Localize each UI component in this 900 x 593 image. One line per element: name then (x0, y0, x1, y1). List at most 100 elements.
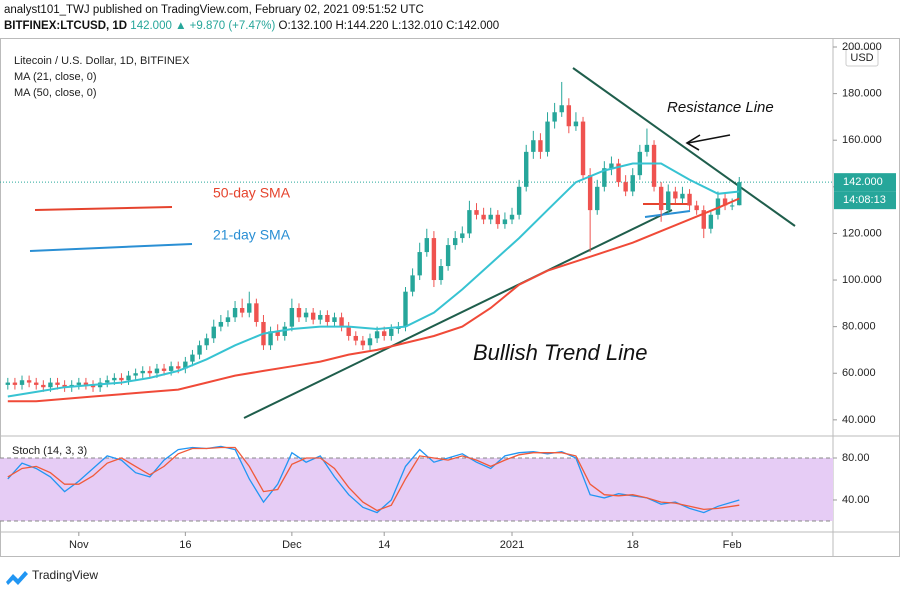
candle-body (339, 317, 344, 327)
candle-body (204, 338, 209, 346)
candle-body (147, 370, 153, 374)
candle-body (55, 382, 60, 385)
candle-body (303, 312, 309, 318)
candle-body (318, 314, 323, 320)
candle-body (673, 191, 678, 199)
candle-body (687, 193, 692, 206)
candle-body (232, 307, 238, 318)
candle-body (133, 373, 138, 376)
annotation: 50-day SMA (213, 185, 291, 201)
candle-body (445, 245, 451, 267)
annotation: 21-day SMA (213, 227, 291, 243)
candle-body (12, 382, 18, 385)
ohlc-open: O:132.100 (278, 20, 333, 32)
candle-body (140, 370, 145, 374)
candle-body (403, 291, 408, 327)
y-tick-label: 40.000 (842, 414, 876, 426)
footer-logo: TradingView (6, 568, 98, 585)
candle-body (701, 210, 706, 229)
candle-body (737, 182, 742, 206)
candle-body (552, 112, 557, 122)
candle-body (488, 214, 493, 220)
candle-body (176, 366, 181, 369)
candle-body (105, 380, 110, 383)
candle-body (708, 214, 714, 229)
candle-body (715, 198, 721, 215)
candle-body (545, 121, 550, 152)
candle-body (112, 377, 117, 381)
candle-body (374, 331, 380, 339)
candle-body (346, 326, 351, 336)
candle-body (289, 307, 295, 327)
annotation: Resistance Line (667, 99, 774, 116)
ohlc-high: H:144.220 (335, 20, 389, 32)
candle-body (630, 175, 635, 192)
candle-body (275, 331, 280, 336)
candle-body (694, 205, 699, 211)
candle-body (154, 368, 160, 374)
candle-body (644, 144, 650, 152)
currency-box (845, 48, 879, 67)
candle-body (453, 238, 458, 246)
candle-body (225, 317, 231, 322)
last-price-label: 142.000 (843, 176, 883, 188)
candle-body (722, 198, 728, 206)
candle-body (254, 303, 259, 322)
y-tick-label: 100.000 (842, 274, 882, 286)
candle-body (509, 214, 515, 220)
x-tick-label: Dec (282, 539, 302, 551)
candle-body (62, 384, 67, 388)
candle-body (580, 121, 586, 176)
candle-body (90, 384, 96, 388)
stoch-band (0, 457, 833, 521)
y-tick-label: 80.000 (842, 321, 876, 333)
candle-body (19, 380, 25, 385)
countdown: 14:08:13 (843, 194, 886, 206)
candle-body (417, 252, 422, 276)
candle-body (353, 335, 358, 341)
candle-body (211, 326, 216, 339)
candle-body (474, 210, 479, 215)
candle-body (197, 345, 202, 355)
candle-body (729, 205, 735, 207)
candle-body (658, 186, 664, 211)
candle-body (680, 193, 685, 199)
blue-mark (644, 210, 691, 218)
candle-body (602, 168, 607, 187)
candle-body (310, 312, 316, 320)
published: analyst101_TWJ published on TradingView.… (4, 4, 424, 16)
annotation: Bullish Trend Line (473, 340, 647, 365)
moving-average (7, 162, 740, 398)
header: analyst101_TWJ published on TradingView.… (4, 2, 499, 34)
candle-body (119, 377, 124, 381)
last-price-box (834, 173, 896, 192)
symbol: BITFINEX:LTCUSD, 1D (4, 20, 128, 32)
stoch-y-tick-label: 80.00 (842, 452, 870, 464)
arrow-head (685, 134, 701, 151)
stoch-y-tick-label: 40.00 (842, 494, 870, 506)
candle-body (481, 214, 486, 220)
candle-body (5, 382, 11, 385)
candle-body (76, 382, 82, 385)
symbol-line: BITFINEX:LTCUSD, 1D 142.000 ▲ +9.870 (+7… (4, 18, 499, 34)
y-tick-label: 60.000 (842, 367, 876, 379)
candle-body (431, 238, 437, 281)
candle-body (467, 210, 472, 234)
candle-body (41, 384, 46, 388)
candle-body (502, 219, 508, 225)
candle-body (247, 303, 252, 313)
candle-body (367, 338, 373, 346)
stoch-d (7, 446, 740, 512)
legend-ma50: MA (50, close, 0) (14, 87, 97, 99)
ohlc-close: C:142.000 (446, 20, 500, 32)
candle-body (438, 266, 444, 281)
candle-body (587, 175, 593, 211)
x-tick-label: Feb (723, 539, 742, 551)
background-layer (0, 181, 833, 522)
change: ▲ +9.870 (+7.47%) (175, 20, 276, 32)
candle-body (595, 186, 600, 211)
candle-body (559, 105, 564, 113)
x-tick-label: Nov (69, 539, 89, 551)
